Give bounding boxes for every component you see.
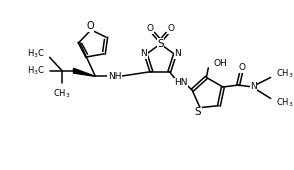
Text: S: S <box>195 107 201 117</box>
Text: N: N <box>250 82 257 91</box>
Text: OH: OH <box>213 59 227 68</box>
Text: O: O <box>167 24 174 33</box>
Text: N: N <box>141 49 147 58</box>
Text: N: N <box>174 49 181 58</box>
Polygon shape <box>74 68 96 76</box>
Text: H$_3$C: H$_3$C <box>27 64 45 77</box>
Text: O: O <box>146 24 153 33</box>
Text: NH: NH <box>108 72 121 81</box>
Text: O: O <box>238 63 245 72</box>
Text: CH$_3$: CH$_3$ <box>276 96 294 108</box>
Text: CH$_3$: CH$_3$ <box>53 88 71 100</box>
Text: S: S <box>157 39 164 49</box>
Text: O: O <box>86 21 94 31</box>
Text: H$_3$C: H$_3$C <box>27 47 45 60</box>
Text: HN: HN <box>174 78 188 87</box>
Text: CH$_3$: CH$_3$ <box>276 67 294 80</box>
